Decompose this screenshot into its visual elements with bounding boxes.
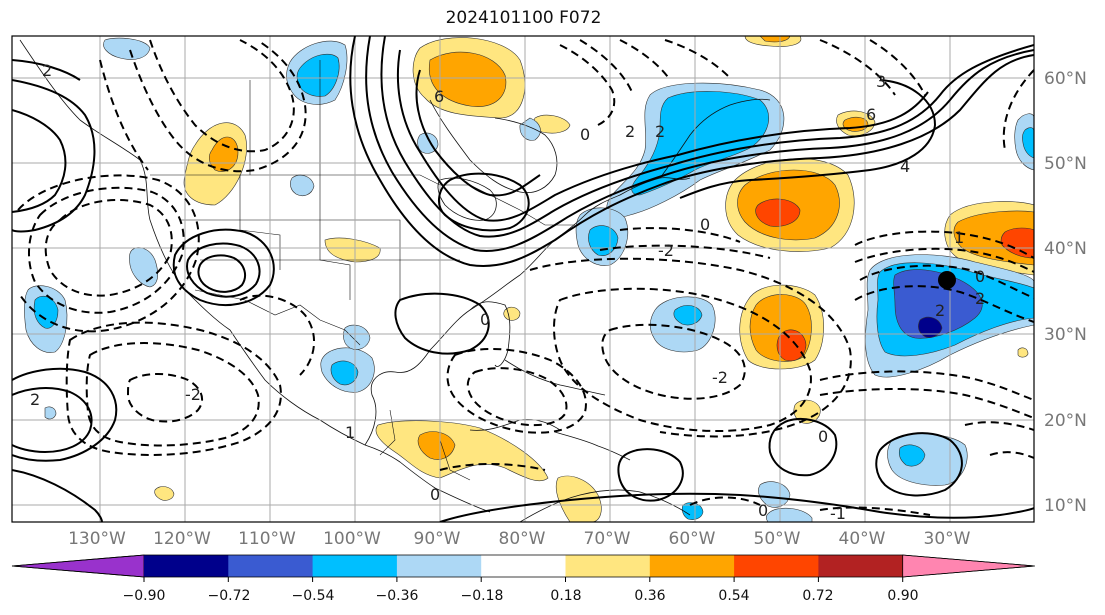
lat-label: 50°N — [1044, 154, 1087, 174]
contour-label: 1 — [345, 423, 355, 442]
colorbar-tick-label: −0.54 — [292, 588, 335, 604]
contour-label: 2 — [975, 289, 985, 308]
lon-label: 90°W — [414, 529, 461, 549]
contour-label: 1 — [954, 228, 964, 247]
contour-label: -2 — [658, 241, 674, 260]
lon-label: 70°W — [584, 529, 631, 549]
colorbar-segment — [11, 554, 145, 578]
lon-label: 100°W — [323, 529, 381, 549]
lat-label: 60°N — [1044, 69, 1087, 89]
colorbar-segment — [565, 555, 651, 577]
shaded-anomalies — [24, 36, 1034, 522]
lon-label: 120°W — [153, 529, 211, 549]
lon-label: 110°W — [238, 529, 296, 549]
contour-label: 0 — [580, 125, 590, 144]
colorbar-tick-label: 0.36 — [634, 588, 665, 604]
map-frame — [11, 35, 1035, 523]
colorbar-tick-label: 0.90 — [887, 588, 918, 604]
longitude-labels: 130°W 120°W 110°W 100°W 90°W 80°W 70°W 6… — [68, 529, 971, 549]
solid-contours — [12, 36, 1034, 522]
graticule — [12, 36, 1034, 522]
contour-label: 2 — [655, 122, 665, 141]
colorbar-segment — [902, 554, 1035, 578]
colorbar-labels: −0.90 −0.72 −0.54 −0.36 −0.18 0.18 0.36 … — [123, 588, 919, 604]
colorbar-segment — [228, 555, 314, 577]
colorbar-segment — [396, 555, 482, 577]
contour-label: 4 — [900, 157, 910, 176]
contour-label: 6 — [434, 87, 444, 106]
colorbar-segment — [734, 555, 819, 577]
contour-label: 0 — [818, 427, 828, 446]
colorbar-tick-label: −0.18 — [461, 588, 504, 604]
lat-label: 20°N — [1044, 411, 1087, 431]
lat-label: 40°N — [1044, 239, 1087, 259]
latitude-labels: 60°N 50°N 40°N 30°N 20°N 10°N — [1044, 69, 1087, 516]
map-title: 2024101100 F072 — [445, 8, 602, 28]
colorbar-tick-label: 0.54 — [718, 588, 749, 604]
colorbar-tick-label: −0.36 — [376, 588, 419, 604]
contour-label: 0 — [758, 501, 768, 520]
contour-label: 6 — [866, 105, 876, 124]
lon-label: 80°W — [499, 529, 546, 549]
contour-label: 3 — [876, 72, 886, 91]
lat-label: 30°N — [1044, 325, 1087, 345]
dashed-contours — [17, 39, 1034, 516]
contour-label: -2 — [712, 368, 728, 387]
lon-label: 40°W — [839, 529, 886, 549]
contour-label: 2 — [625, 122, 635, 141]
coastlines — [19, 39, 771, 522]
storm-center-marker — [938, 271, 956, 289]
contour-label: 0 — [700, 215, 710, 234]
colorbar-tick-label: −0.90 — [123, 588, 166, 604]
contour-label: 2 — [935, 301, 945, 320]
colorbar-segment — [818, 555, 904, 577]
contour-label: -1 — [830, 504, 846, 523]
contour-label: 2 — [42, 61, 52, 80]
contour-label: 0 — [430, 485, 440, 504]
contour-label: 0 — [975, 267, 985, 286]
contour-label: 2 — [30, 390, 40, 409]
colorbar-tick-label: 0.72 — [802, 588, 833, 604]
contour-label: -2 — [185, 385, 201, 404]
lon-label: 30°W — [924, 529, 971, 549]
colorbar-tick-label: 0.18 — [550, 588, 581, 604]
colorbar-tick-label: −0.72 — [208, 588, 251, 604]
colorbar-segment — [649, 555, 735, 577]
contour-labels: 0 2 2 4 6 6 3 0 -1 0 2 2 -2 0 1 2 -2 -2 … — [30, 61, 985, 523]
colorbar-segment — [312, 555, 398, 577]
lon-label: 60°W — [669, 529, 716, 549]
contour-label: 0 — [480, 310, 490, 329]
colorbar-segment — [144, 555, 229, 577]
political-borders — [150, 60, 575, 481]
lon-label: 130°W — [68, 529, 126, 549]
lat-label: 10°N — [1044, 496, 1087, 516]
lon-label: 50°W — [754, 529, 801, 549]
colorbar-segment — [481, 555, 566, 577]
colorbar — [11, 554, 1035, 582]
